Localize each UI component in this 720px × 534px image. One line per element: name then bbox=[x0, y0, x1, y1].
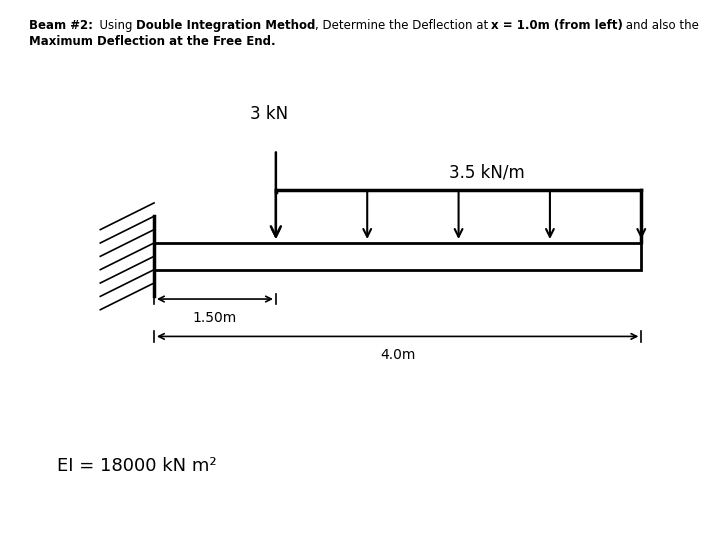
Text: x = 1.0m (from left): x = 1.0m (from left) bbox=[491, 19, 623, 32]
Text: Maximum Deflection at the Free End.: Maximum Deflection at the Free End. bbox=[29, 35, 275, 48]
Text: Beam #2:: Beam #2: bbox=[29, 19, 93, 32]
Text: 3.5 kN/m: 3.5 kN/m bbox=[449, 163, 525, 182]
Text: EI = 18000 kN m²: EI = 18000 kN m² bbox=[58, 457, 217, 475]
Text: 4.0m: 4.0m bbox=[380, 348, 415, 362]
Text: 1.50m: 1.50m bbox=[193, 311, 237, 325]
Text: Double Integration Method: Double Integration Method bbox=[136, 19, 316, 32]
Text: Using: Using bbox=[92, 19, 137, 32]
Bar bbox=[154, 243, 642, 270]
Text: , Determine the Deflection at: , Determine the Deflection at bbox=[315, 19, 492, 32]
Text: and also the: and also the bbox=[622, 19, 699, 32]
Text: 3 kN: 3 kN bbox=[250, 105, 288, 123]
